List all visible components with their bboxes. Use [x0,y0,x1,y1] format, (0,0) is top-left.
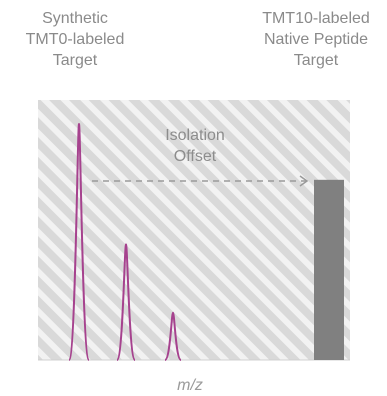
native-target-bar [314,180,344,360]
isolation-offset-line-1: Isolation [140,125,250,146]
isolation-offset-label: Isolation Offset [140,125,250,167]
isolation-offset-line-2: Offset [140,146,250,167]
